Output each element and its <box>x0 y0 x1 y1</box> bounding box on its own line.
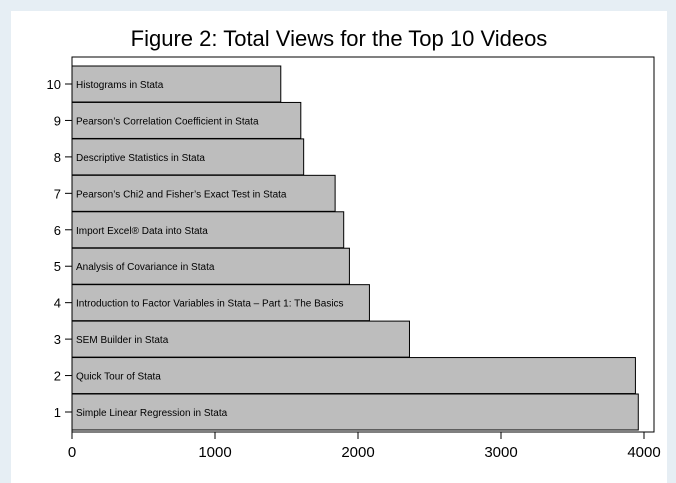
chart-panel: Figure 2: Total Views for the Top 10 Vid… <box>11 11 667 483</box>
y-tick-label-1: 1 <box>54 405 61 420</box>
y-tick-label-10: 10 <box>47 77 61 92</box>
bar-label-1: Simple Linear Regression in Stata <box>76 408 228 419</box>
bar-label-9: Pearson’s Correlation Coefficient in Sta… <box>76 116 259 127</box>
bars-group: Simple Linear Regression in Stata Quick T… <box>71 65 639 431</box>
x-tick-label-0: 0 <box>68 444 76 461</box>
x-axis: 0 1000 2000 3000 4000 <box>68 432 661 461</box>
bar-label-8: Descriptive Statistics in Stata <box>76 153 205 164</box>
bar-label-10: Histograms in Stata <box>76 80 164 91</box>
bar-chart: Figure 2: Total Views for the Top 10 Vid… <box>47 26 661 461</box>
x-tick-label-2000: 2000 <box>341 444 374 461</box>
y-tick-label-2: 2 <box>54 369 61 384</box>
y-tick-label-8: 8 <box>54 150 61 165</box>
chart-title: Figure 2: Total Views for the Top 10 Vid… <box>131 26 548 51</box>
bar-label-2: Quick Tour of Stata <box>76 372 161 383</box>
bar-2 <box>71 357 636 395</box>
y-axis: 1 2 3 4 5 6 7 8 9 10 <box>47 77 72 420</box>
x-tick-label-4000: 4000 <box>627 444 660 461</box>
y-tick-label-9: 9 <box>54 113 61 128</box>
bar-label-6: Import Excel® Data into Stata <box>76 226 208 237</box>
bar-label-7: Pearson’s Chi2 and Fisher’s Exact Test i… <box>76 189 287 200</box>
x-tick-label-1000: 1000 <box>198 444 231 461</box>
y-tick-label-7: 7 <box>54 186 61 201</box>
bar-label-3: SEM Builder in Stata <box>76 335 169 346</box>
y-tick-label-5: 5 <box>54 259 61 274</box>
bar-label-5: Analysis of Covariance in Stata <box>76 262 215 273</box>
y-tick-label-3: 3 <box>54 332 61 347</box>
y-tick-label-4: 4 <box>54 296 61 311</box>
bar-10 <box>71 65 282 103</box>
bar-label-4: Introduction to Factor Variables in Stat… <box>76 299 344 310</box>
y-tick-label-6: 6 <box>54 223 61 238</box>
bar-9 <box>71 101 302 139</box>
x-tick-label-3000: 3000 <box>484 444 517 461</box>
